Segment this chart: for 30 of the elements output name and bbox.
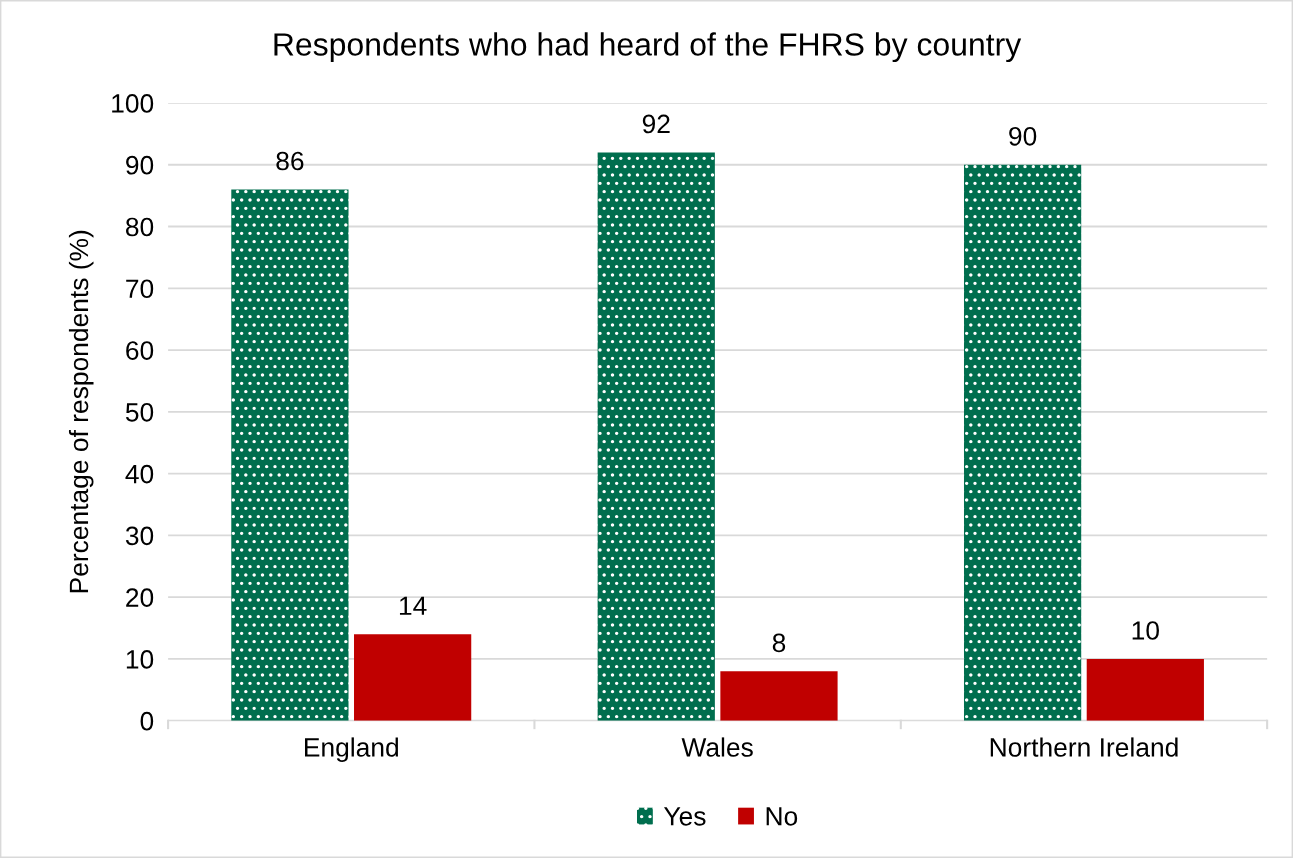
bar	[720, 671, 838, 721]
bar	[963, 164, 1082, 721]
bar	[1086, 658, 1204, 721]
data-label: 8	[772, 633, 786, 653]
y-tick-label: 10	[126, 650, 154, 669]
y-tick-label: 100	[112, 94, 154, 113]
legend-label: No	[766, 807, 798, 826]
legend-label: Yes	[663, 807, 706, 826]
x-tick-label: England	[305, 737, 398, 762]
bar	[597, 152, 715, 721]
data-label: 14	[399, 596, 427, 615]
y-tick-label: 80	[126, 217, 154, 237]
y-tick-label: 60	[126, 341, 154, 360]
y-axis-title: Percentage of respondents (%)	[68, 230, 94, 593]
y-tick-label: 50	[125, 402, 154, 422]
y-tick-label: 90	[126, 155, 154, 175]
y-tick-label: 70	[126, 279, 154, 299]
bar	[231, 189, 349, 721]
bar	[354, 634, 472, 721]
data-label: 10	[1132, 621, 1159, 640]
chart-title: Respondents who had heard of the FHRS by country	[274, 32, 1022, 63]
y-tick-label: 0	[140, 711, 154, 731]
y-tick-label: 30	[125, 526, 154, 546]
data-label: 86	[276, 151, 304, 171]
y-tick-label: 20	[126, 588, 154, 607]
data-label: 90	[1009, 126, 1037, 146]
x-tick-label: Wales	[681, 737, 753, 757]
y-tick-label: 40	[125, 464, 154, 484]
x-tick-label: Northern Ireland	[990, 737, 1178, 757]
data-label: 92	[642, 114, 670, 134]
